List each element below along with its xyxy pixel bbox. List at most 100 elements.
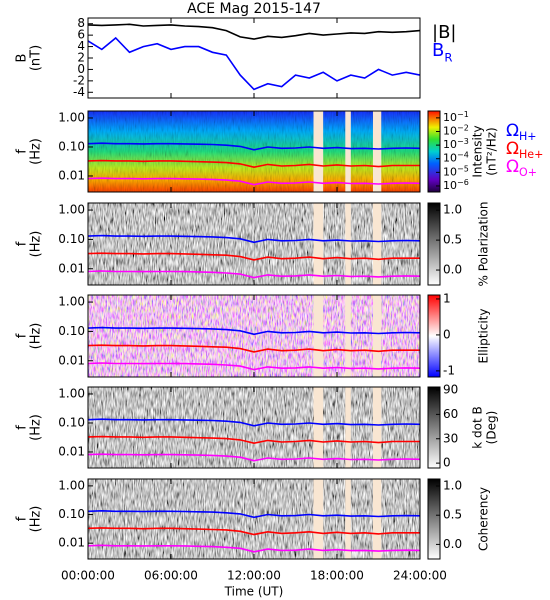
axis-label: (Hz) [29,414,44,441]
colorbar-tick-label: 1.0 [443,479,462,493]
colorbar-tick-label: 10−3 [443,137,469,152]
gyrofrequency-line [88,142,420,151]
shaded-interval [345,203,351,285]
axis-label: (nT²/Hz) [485,127,499,175]
legend-label: |B| [432,22,456,43]
spectrogram-texture [88,203,420,285]
spectrogram-texture [88,387,420,468]
y-tick-label: 0.10 [58,507,85,521]
plot-frame [87,17,421,99]
colorbar-tick-base: 10 [443,124,457,137]
x-tick-label: 12:00:00 [227,569,281,583]
colorbar-tick-label: 10−6 [443,177,469,192]
y-tick-label: 0.01 [58,536,85,550]
y-tick-label: 8 [77,16,85,30]
colorbar-tick-label: 0.5 [443,508,462,522]
x-tick-label: 06:00:00 [144,569,198,583]
axis-label: (Hz) [29,506,44,533]
gyrofrequency-line [88,509,420,519]
shaded-interval [313,295,324,377]
gyrofrequency-line [88,362,420,371]
y-tick-label: 1.00 [58,386,85,400]
legend-label: ΩO+ [506,157,537,179]
gyrofrequency-line [88,234,420,244]
colorbar-tick-label: 10−2 [443,123,469,138]
y-tick-label: 0.10 [58,232,85,246]
legend-label: ΩHe+ [506,139,543,161]
spectrogram-texture [88,111,420,192]
axis-label: (Hz) [29,231,44,258]
shaded-interval [345,295,351,377]
gyrofrequency-line [88,435,420,445]
gyrofrequency-line [88,527,420,536]
shaded-interval [372,111,382,192]
x-tick-label: 24:00:00 [393,569,447,583]
colorbar-tick-base: 10 [443,138,457,151]
axis-label: (Deg) [485,411,499,445]
axis-label: (Hz) [29,138,44,165]
axis-label: f [15,149,30,154]
axis-label: k dot B [471,406,485,448]
y-tick-label: -4 [73,85,85,99]
gyrofrequency-line [88,159,420,169]
y-tick-label: 0 [77,62,85,76]
axis-label: f [15,241,30,246]
y-tick-label: 1.00 [58,478,85,492]
colorbar-tick-label: -1 [443,363,455,377]
colorbar [427,478,441,560]
colorbar-tick-exp: −2 [457,123,469,132]
y-tick-label: 2 [77,51,85,65]
x-axis-title: Time (UT) [224,585,284,599]
axis-label: (Hz) [29,323,44,350]
shaded-interval [313,111,324,192]
legend-label-main: Ω [506,139,519,159]
colorbar-tick-base: 10 [443,152,457,165]
colorbar [427,294,441,378]
spectrogram-texture [88,479,420,559]
colorbar-tick-label: 1 [443,291,451,305]
legend-label-sub: H+ [519,130,537,143]
colorbar-tick-base: 10 [443,111,457,124]
chart-title: ACE Mag 2015-147 [187,1,321,17]
y-tick-label: 0.01 [58,261,85,275]
colorbar [427,386,441,469]
y-tick-label: 0.01 [58,444,85,458]
axis-label: f [15,333,30,338]
colorbar-tick-exp: −3 [457,137,469,146]
series-line [88,36,420,91]
axis-label: % Polarization [477,202,491,287]
colorbar-tick-exp: −1 [457,109,469,118]
y-tick-label: 1.00 [58,203,85,217]
axis-label: (nT) [29,45,44,71]
gyrofrequency-line [88,418,420,427]
colorbar-tick-label: 0.0 [443,263,462,277]
shaded-interval [345,479,351,559]
axis-label: f [15,425,30,430]
colorbar [427,110,441,193]
colorbar-tick-label: 0 [443,327,451,341]
y-tick-label: 0.10 [58,139,85,153]
axis-label: Ellipticity [477,309,491,364]
x-tick-label: 18:00:00 [310,569,364,583]
y-tick-label: 1.00 [58,295,85,309]
shaded-interval [372,479,382,559]
gyrofrequency-line [88,270,420,279]
shaded-interval [372,387,382,468]
y-tick-label: 4 [77,39,85,53]
legend-label-sub: O+ [519,166,537,179]
y-tick-label: 0.01 [58,168,85,182]
colorbar-tick-exp: −6 [457,177,469,186]
colorbar-tick-exp: −5 [457,164,469,173]
legend-label: BR [432,40,452,64]
gyrofrequency-line [88,453,420,462]
colorbar-tick-label: 0.0 [443,537,462,551]
colorbar-tick-label: 10−1 [443,109,469,124]
legend-label-main: B [432,40,444,61]
axis-label: Coherency [477,487,491,551]
colorbar-tick-label: 0.5 [443,233,462,247]
y-tick-label: 0.10 [58,415,85,429]
y-tick-label: 0.10 [58,324,85,338]
colorbar [427,202,441,286]
y-tick-label: -2 [73,73,85,87]
